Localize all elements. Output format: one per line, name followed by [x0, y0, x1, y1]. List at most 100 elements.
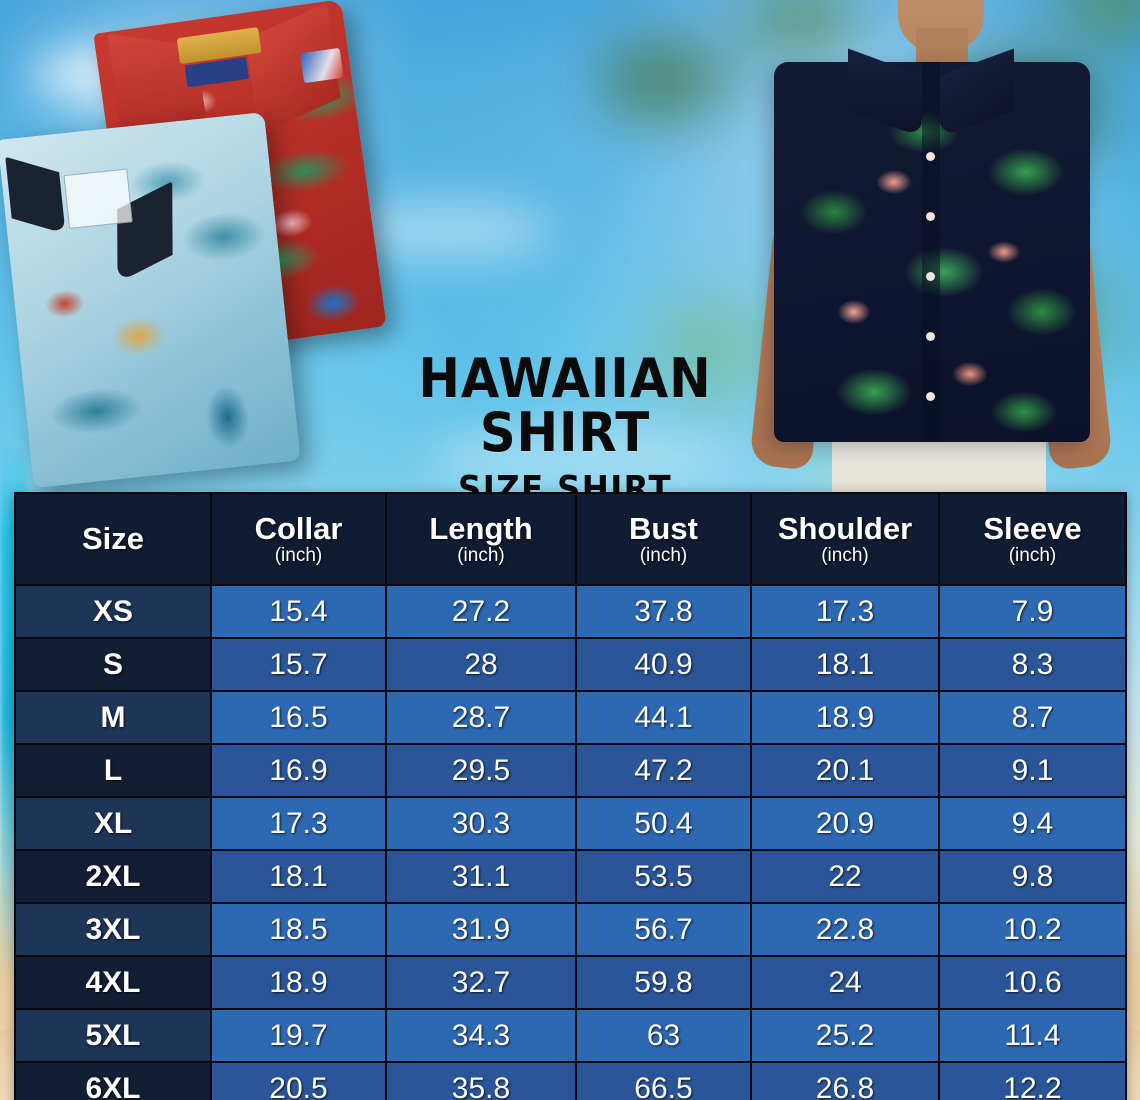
cell-shoulder: 22	[750, 849, 940, 904]
table-row: S 15.7 28 40.9 18.1 8.3	[14, 637, 1127, 692]
cell-sleeve: 9.8	[938, 849, 1127, 904]
table-row: XS 15.4 27.2 37.8 17.3 7.9	[14, 584, 1127, 639]
table-body: XS 15.4 27.2 37.8 17.3 7.9 S 15.7 28 40.9 18.1 8.3 M…	[14, 584, 1127, 1100]
cell-length: 31.1	[385, 849, 577, 904]
table-row: 6XL 20.5 35.8 66.5 26.8 12.2	[14, 1061, 1127, 1100]
cell-shoulder: 25.2	[750, 1008, 940, 1063]
column-header-length: Length (inch)	[385, 492, 577, 586]
cell-size: 5XL	[14, 1008, 212, 1063]
shirt-button	[926, 152, 935, 161]
cell-shoulder: 20.1	[750, 743, 940, 798]
size-chart-table: Size Collar (inch) Length (inch) Bust (i…	[14, 492, 1127, 1100]
column-header-label: Length	[429, 510, 533, 546]
column-header-unit: (inch)	[639, 545, 688, 567]
column-header-size: Size	[14, 492, 212, 586]
cell-collar: 17.3	[210, 796, 387, 851]
cell-sleeve: 12.2	[938, 1061, 1127, 1100]
cell-sleeve: 10.6	[938, 955, 1127, 1010]
cell-size: 2XL	[14, 849, 212, 904]
cell-shoulder: 20.9	[750, 796, 940, 851]
cell-shoulder: 17.3	[750, 584, 940, 639]
cell-length: 27.2	[385, 584, 577, 639]
column-header-label: Size	[81, 521, 145, 557]
column-header-label: Collar	[254, 510, 343, 546]
blue-hawaiian-shirt	[0, 111, 301, 489]
cell-shoulder: 18.1	[750, 637, 940, 692]
table-header-row: Size Collar (inch) Length (inch) Bust (i…	[14, 492, 1127, 586]
model-flamingo-shirt	[774, 48, 1090, 442]
shirt-button	[926, 212, 935, 221]
column-header-collar: Collar (inch)	[210, 492, 387, 586]
table-row: 2XL 18.1 31.1 53.5 22 9.8	[14, 849, 1127, 904]
column-header-unit: (inch)	[457, 545, 505, 567]
cell-collar: 19.7	[210, 1008, 387, 1063]
shirt-button	[926, 272, 935, 281]
table-row: M 16.5 28.7 44.1 18.9 8.7	[14, 690, 1127, 745]
cell-size: 4XL	[14, 955, 212, 1010]
cell-sleeve: 11.4	[938, 1008, 1127, 1063]
cell-bust: 53.5	[575, 849, 752, 904]
cell-sleeve: 8.7	[938, 690, 1127, 745]
cell-bust: 40.9	[575, 637, 752, 692]
cell-shoulder: 24	[750, 955, 940, 1010]
cell-shoulder: 18.9	[750, 690, 940, 745]
cell-collar: 18.9	[210, 955, 387, 1010]
shirt-button-placket	[922, 62, 940, 442]
cloud-shape	[430, 430, 730, 484]
shirt-collar-left	[5, 156, 66, 234]
table-row: 5XL 19.7 34.3 63 25.2 11.4	[14, 1008, 1127, 1063]
cell-bust: 66.5	[575, 1061, 752, 1100]
poster-title-block: HAWAIIAN SHIRT SIZE SHIRT	[330, 352, 800, 508]
shirt-button	[926, 392, 935, 401]
cell-length: 29.5	[385, 743, 577, 798]
cell-length: 30.3	[385, 796, 577, 851]
shirt-logo-patch	[299, 47, 344, 84]
cell-collar: 16.9	[210, 743, 387, 798]
cell-size: 6XL	[14, 1061, 212, 1100]
cell-collar: 15.4	[210, 584, 387, 639]
cell-bust: 63	[575, 1008, 752, 1063]
cell-size: L	[14, 743, 212, 798]
cell-length: 28	[385, 637, 577, 692]
cell-sleeve: 8.3	[938, 637, 1127, 692]
shirt-collar-left	[848, 48, 922, 138]
table-row: 3XL 18.5 31.9 56.7 22.8 10.2	[14, 902, 1127, 957]
cell-bust: 37.8	[575, 584, 752, 639]
column-header-sleeve: Sleeve (inch)	[938, 492, 1127, 586]
cell-sleeve: 10.2	[938, 902, 1127, 957]
cell-size: XS	[14, 584, 212, 639]
cell-shoulder: 22.8	[750, 902, 940, 957]
cell-collar: 20.5	[210, 1061, 387, 1100]
cell-bust: 50.4	[575, 796, 752, 851]
cell-length: 31.9	[385, 902, 577, 957]
table-header: Size Collar (inch) Length (inch) Bust (i…	[14, 492, 1127, 586]
cell-shoulder: 26.8	[750, 1061, 940, 1100]
cell-bust: 47.2	[575, 743, 752, 798]
shirt-pocket	[63, 168, 133, 229]
cell-size: XL	[14, 796, 212, 851]
cell-collar: 16.5	[210, 690, 387, 745]
cell-bust: 59.8	[575, 955, 752, 1010]
cell-length: 32.7	[385, 955, 577, 1010]
cell-length: 34.3	[385, 1008, 577, 1063]
table-row: 4XL 18.9 32.7 59.8 24 10.6	[14, 955, 1127, 1010]
cell-bust: 56.7	[575, 902, 752, 957]
column-header-shoulder: Shoulder (inch)	[750, 492, 940, 586]
shirt-collar-right	[940, 48, 1014, 138]
page-title: HAWAIIAN SHIRT	[418, 347, 712, 464]
cell-bust: 44.1	[575, 690, 752, 745]
cell-sleeve: 7.9	[938, 584, 1127, 639]
cell-collar: 18.1	[210, 849, 387, 904]
table-row: XL 17.3 30.3 50.4 20.9 9.4	[14, 796, 1127, 851]
model-photo	[720, 0, 1140, 500]
column-header-label: Shoulder	[777, 510, 913, 546]
cell-sleeve: 9.1	[938, 743, 1127, 798]
cell-length: 35.8	[385, 1061, 577, 1100]
cell-collar: 18.5	[210, 902, 387, 957]
cell-length: 28.7	[385, 690, 577, 745]
cell-collar: 15.7	[210, 637, 387, 692]
column-header-unit: (inch)	[274, 545, 323, 567]
cell-size: M	[14, 690, 212, 745]
column-header-label: Bust	[629, 510, 698, 546]
